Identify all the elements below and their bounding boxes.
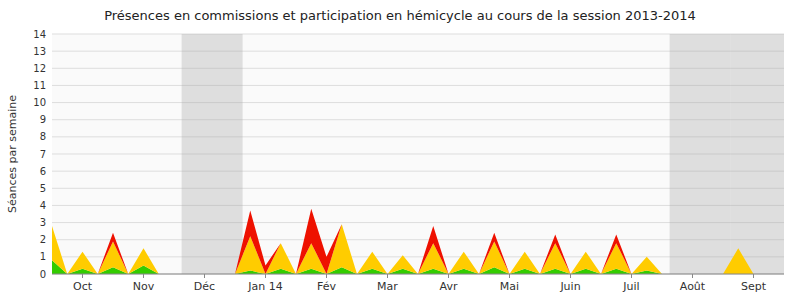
plot-area [52,34,784,274]
x-tick-label: Déc [194,280,215,293]
y-tick-label: 9 [40,114,46,125]
x-tick-label: Oct [73,280,93,293]
shaded-region [731,34,784,274]
x-tick-label: Mai [500,280,519,293]
y-axis-label: Séances par semaine [6,95,19,213]
x-tick-label: Juil [622,280,639,293]
x-tick [265,274,266,278]
x-tick-label: Mar [377,280,398,293]
area [52,224,769,274]
x-tick [448,274,449,278]
x-tick [631,274,632,278]
area [52,209,769,274]
y-tick-label: 2 [40,234,46,245]
x-tick [326,274,327,278]
y-tick-label: 5 [40,183,46,194]
x-tick [387,274,388,278]
x-tick [692,274,693,278]
y-tick-label: 10 [33,97,46,108]
y-axis: 01234567891011121314 [33,29,46,280]
x-tick-label: Jan 14 [247,280,282,293]
y-tick-label: 13 [33,46,46,57]
shaded-region [182,34,243,274]
x-tick [509,274,510,278]
x-tick-label: Avr [440,280,458,293]
x-tick-label: Nov [133,280,155,293]
chart: Oct Nov Déc Jan 14 Fév Mar Avr Mai Juin Juil Août S… [0,0,800,300]
plot-background [52,34,784,274]
y-tick-label: 7 [40,149,46,160]
x-tick [753,274,754,278]
y-tick-label: 11 [33,80,46,91]
y-tick-label: 1 [40,251,46,262]
x-tick-label: Août [680,280,706,293]
x-tick [204,274,205,278]
x-tick [570,274,571,278]
y-tick-label: 12 [33,63,46,74]
x-tick-label: Sept [741,280,767,293]
y-tick-label: 4 [40,200,46,211]
y-tick-label: 6 [40,166,46,177]
y-tick-label: 0 [40,269,46,280]
shaded-region [670,34,731,274]
x-tick [82,274,83,278]
grid [52,34,784,274]
x-axis: Oct Nov Déc Jan 14 Fév Mar Avr Mai Juin Juil Août S… [73,274,767,293]
y-tick-label: 3 [40,217,46,228]
x-tick-label: Juin [559,280,580,293]
grid-line [52,274,784,275]
x-tick-label: Fév [317,280,336,293]
y-tick-label: 14 [33,29,46,40]
title: Présences en commissions et participatio… [104,8,696,23]
x-tick [143,274,144,278]
x-axis-line [52,274,784,275]
y-tick-label: 8 [40,131,46,142]
